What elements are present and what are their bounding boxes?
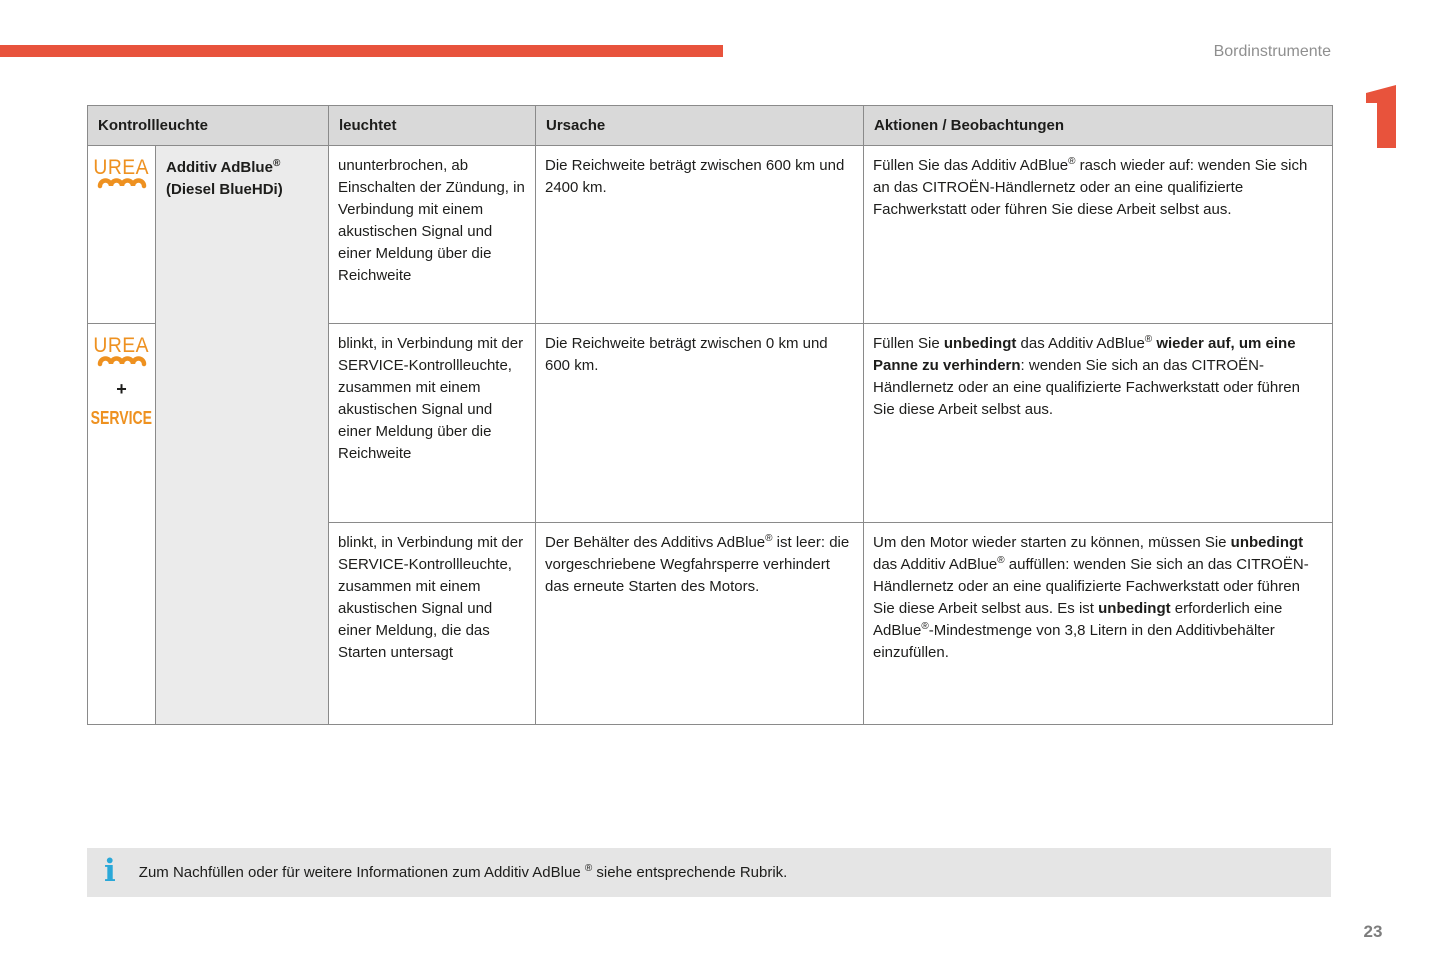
accent-divider-bar	[0, 45, 723, 57]
urea-indicator-icon: UREA	[93, 334, 150, 357]
warning-lamp-table: Kontrollleuchte leuchtet Ursache Aktione…	[87, 105, 1333, 725]
urea-service-indicator-cell: UREA + SERVICE	[88, 324, 156, 724]
table-cell-ursache-row2: Die Reichweite beträgt zwischen 0 km und…	[536, 324, 864, 523]
plus-sign: +	[116, 379, 127, 399]
urea-indicator-icon: UREA	[93, 156, 150, 179]
table-cell-ursache-row3: Der Behälter des Additivs AdBlue® ist le…	[536, 523, 864, 724]
table-cell-aktionen-row2: Füllen Sie unbedingt das Additiv AdBlue®…	[864, 324, 1332, 523]
table-cell-aktionen-row3: Um den Motor wieder starten zu können, m…	[873, 534, 1309, 661]
info-note-bar: i Zum Nachfüllen oder für weitere Inform…	[87, 848, 1331, 897]
table-cell-leuchtet-row1: ununterbrochen, ab Einschalten der Zündu…	[329, 146, 536, 324]
table-cell-leuchtet-row3: blinkt, in Verbindung mit der SERVICE-Ko…	[329, 523, 536, 724]
column-header-kontrollleuchte: Kontrollleuchte	[88, 106, 329, 146]
indicator-name-cell: Additiv AdBlue® (Diesel BlueHDi)	[156, 146, 329, 724]
column-header-leuchtet: leuchtet	[329, 106, 536, 146]
page-number: 23	[1363, 922, 1383, 941]
table-cell-leuchtet-row2: blinkt, in Verbindung mit der SERVICE-Ko…	[329, 324, 536, 523]
column-header-ursache: Ursache	[536, 106, 864, 146]
table-cell-ursache-row1: Die Reichweite beträgt zwischen 600 km u…	[536, 146, 864, 324]
urea-wave-icon	[97, 178, 146, 189]
table-cell-aktionen-row1: Füllen Sie das Additiv AdBlue® rasch wie…	[864, 146, 1332, 324]
info-icon: i	[104, 853, 116, 889]
section-title: Bordinstrumente	[1213, 43, 1331, 60]
info-note-text: Zum Nachfüllen oder für weitere Informat…	[138, 863, 788, 882]
chapter-number-glyph	[1366, 85, 1396, 148]
service-indicator-icon: SERVICE	[90, 408, 153, 428]
urea-wave-icon	[97, 356, 146, 367]
urea-indicator-cell: UREA	[88, 146, 156, 324]
column-header-aktionen: Aktionen / Beobachtungen	[864, 106, 1332, 146]
